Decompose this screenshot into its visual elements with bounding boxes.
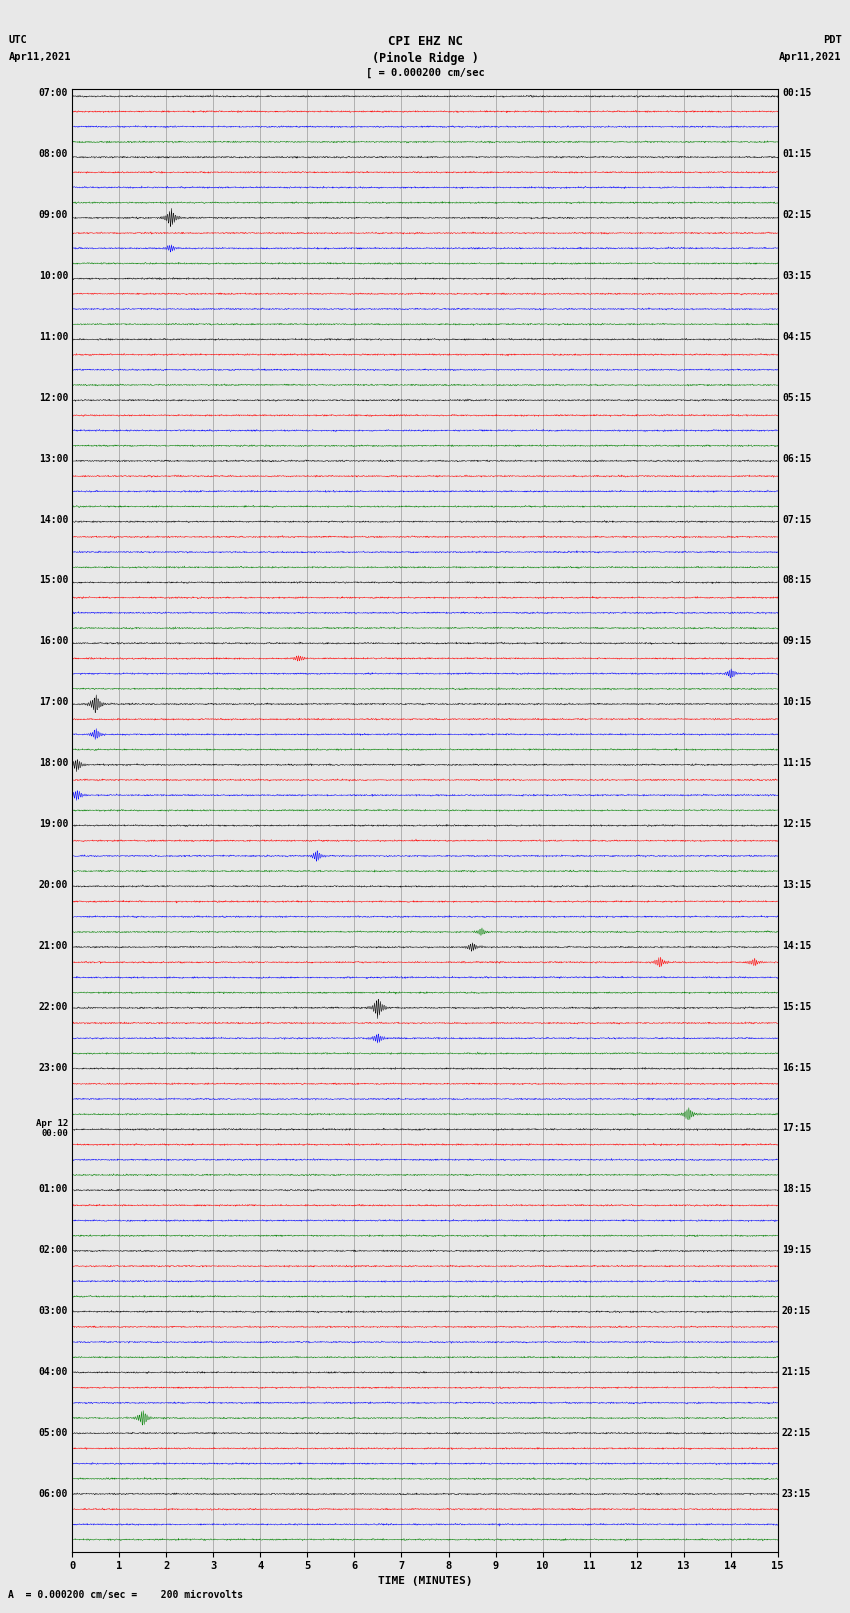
Text: 14:00: 14:00: [38, 515, 68, 524]
Text: 13:15: 13:15: [782, 881, 812, 890]
Text: 06:15: 06:15: [782, 453, 812, 463]
Text: 07:00: 07:00: [38, 89, 68, 98]
Text: 02:15: 02:15: [782, 210, 812, 219]
Text: 13:00: 13:00: [38, 453, 68, 463]
Text: 12:15: 12:15: [782, 819, 812, 829]
Text: 19:15: 19:15: [782, 1245, 812, 1255]
Text: Apr11,2021: Apr11,2021: [8, 52, 71, 61]
Text: 01:00: 01:00: [38, 1184, 68, 1194]
Text: 04:15: 04:15: [782, 332, 812, 342]
Text: 10:00: 10:00: [38, 271, 68, 281]
Text: 22:00: 22:00: [38, 1002, 68, 1011]
Text: 15:15: 15:15: [782, 1002, 812, 1011]
Text: 02:00: 02:00: [38, 1245, 68, 1255]
Text: 18:15: 18:15: [782, 1184, 812, 1194]
Text: 12:00: 12:00: [38, 392, 68, 403]
X-axis label: TIME (MINUTES): TIME (MINUTES): [377, 1576, 473, 1586]
Text: 18:00: 18:00: [38, 758, 68, 768]
Text: 17:15: 17:15: [782, 1124, 812, 1134]
Text: CPI EHZ NC: CPI EHZ NC: [388, 35, 462, 48]
Text: 08:15: 08:15: [782, 576, 812, 586]
Text: 16:15: 16:15: [782, 1063, 812, 1073]
Text: 21:00: 21:00: [38, 940, 68, 950]
Text: 22:15: 22:15: [782, 1428, 812, 1437]
Text: 19:00: 19:00: [38, 819, 68, 829]
Text: 20:00: 20:00: [38, 881, 68, 890]
Text: 06:00: 06:00: [38, 1489, 68, 1498]
Text: 00:15: 00:15: [782, 89, 812, 98]
Text: 05:00: 05:00: [38, 1428, 68, 1437]
Text: 09:15: 09:15: [782, 637, 812, 647]
Text: 03:00: 03:00: [38, 1307, 68, 1316]
Text: 20:15: 20:15: [782, 1307, 812, 1316]
Text: 11:00: 11:00: [38, 332, 68, 342]
Text: 11:15: 11:15: [782, 758, 812, 768]
Text: A  = 0.000200 cm/sec =    200 microvolts: A = 0.000200 cm/sec = 200 microvolts: [8, 1590, 243, 1600]
Text: 23:00: 23:00: [38, 1063, 68, 1073]
Text: [ = 0.000200 cm/sec: [ = 0.000200 cm/sec: [366, 68, 484, 77]
Text: UTC: UTC: [8, 35, 27, 45]
Text: Apr 12
00:00: Apr 12 00:00: [36, 1119, 68, 1137]
Text: PDT: PDT: [823, 35, 842, 45]
Text: 23:15: 23:15: [782, 1489, 812, 1498]
Text: 14:15: 14:15: [782, 940, 812, 950]
Text: 03:15: 03:15: [782, 271, 812, 281]
Text: Apr11,2021: Apr11,2021: [779, 52, 842, 61]
Text: 05:15: 05:15: [782, 392, 812, 403]
Text: 10:15: 10:15: [782, 697, 812, 706]
Text: 04:00: 04:00: [38, 1368, 68, 1378]
Text: 01:15: 01:15: [782, 148, 812, 160]
Text: 17:00: 17:00: [38, 697, 68, 706]
Text: 08:00: 08:00: [38, 148, 68, 160]
Text: 21:15: 21:15: [782, 1368, 812, 1378]
Text: 16:00: 16:00: [38, 637, 68, 647]
Text: 15:00: 15:00: [38, 576, 68, 586]
Text: 09:00: 09:00: [38, 210, 68, 219]
Text: 07:15: 07:15: [782, 515, 812, 524]
Text: (Pinole Ridge ): (Pinole Ridge ): [371, 52, 479, 65]
